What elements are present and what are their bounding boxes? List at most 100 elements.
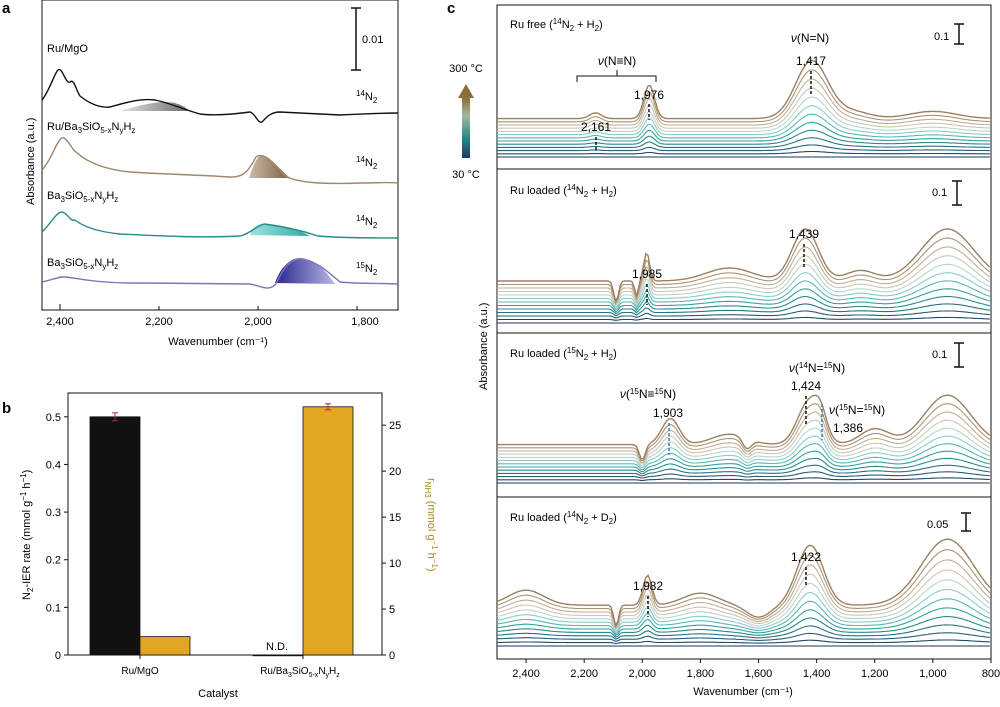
c-x-tick-label-1: 2,200 <box>570 668 598 680</box>
spectrum-0-4 <box>497 129 990 145</box>
peak-1422: 1,422 <box>791 550 821 564</box>
panel-a-ylabel: Absorbance (a.u.) <box>25 118 37 205</box>
c-x-tick-label-2: 2,000 <box>629 668 657 680</box>
subpanel-3-scale: 0.1 <box>932 342 964 368</box>
svg-text:0.1: 0.1 <box>934 31 949 43</box>
assign-nn-double: ν(N=N) <box>791 31 829 45</box>
temperature-gradient <box>462 98 470 158</box>
peak-1982: 1,982 <box>633 579 663 593</box>
category-0: Ru/MgO <box>121 666 158 677</box>
spectrum-0-7 <box>497 105 990 136</box>
spectrum-3-11 <box>496 549 991 629</box>
c-x-tick-label-8: 800 <box>982 668 1000 680</box>
panel-b-left-axis: 0 0.1 0.2 0.3 0.4 0.5 <box>46 412 68 662</box>
spectrum-2-7 <box>497 435 991 469</box>
gas-label-ru-mgo: 14N2 <box>356 89 378 105</box>
panel-b: b 0 0.1 0.2 0.3 0.4 0.5 0 5 10 15 20 25 N.D. Ru/Mg… <box>2 392 439 700</box>
b-left-tick-label-3: 0.3 <box>46 507 61 519</box>
spectrum-0-10 <box>497 78 990 126</box>
peak-1417: 1,417 <box>796 54 826 68</box>
nd-annotation: N.D. <box>266 641 288 653</box>
trace-label-bso-14: Ba3SiO5-xNyHz <box>47 190 118 204</box>
spectrum-1-10 <box>497 246 991 306</box>
assign-nn-triple: ν(N≡N) <box>598 54 636 68</box>
subpanel-1-title: Ru free (14N2 + H2) <box>510 17 603 33</box>
b-left-tick-label-5: 0.5 <box>46 412 61 424</box>
assign-14n-15n: ν(14N=15N) <box>789 361 845 375</box>
spectrum-2-8 <box>497 427 991 467</box>
spectrum-2-3 <box>497 464 990 477</box>
ru-mgo-peak-fill <box>120 102 190 111</box>
spectrum-3-9 <box>496 569 991 631</box>
subpanel-4-annotations: 1,982 1,422 <box>633 550 821 617</box>
spectrum-2-4 <box>497 457 990 475</box>
temperature-high: 300 °C <box>449 63 483 75</box>
c-x-tick-label-6: 1,200 <box>861 668 889 680</box>
gas-label-bso-14: 14N2 <box>356 214 378 230</box>
panel-c-xaxis: 2,400 2,200 2,000 1,800 1,600 1,400 1,200 1,000… <box>512 659 1000 680</box>
spectrum-1-5 <box>497 288 990 313</box>
spectrum-3-1 <box>496 639 990 644</box>
spectrum-3-4 <box>496 616 990 638</box>
panel-c-letter: c <box>447 0 455 17</box>
panel-a-xlabel: Wavenumber (cm⁻¹) <box>168 336 268 348</box>
spectrum-0-6 <box>497 113 990 139</box>
bso-14n2-peak-fill <box>250 223 310 236</box>
subpanel-3-title: Ru loaded (15N2 + H2) <box>510 346 617 362</box>
subpanel-1-scale: 0.1 <box>934 23 964 45</box>
b-left-tick-label-2: 0.2 <box>46 555 61 567</box>
peak-1976: 1,976 <box>634 88 664 102</box>
spectrum-3-3 <box>496 624 990 640</box>
spectrum-0-5 <box>497 121 990 142</box>
spectrum-3-2 <box>496 632 990 642</box>
panel-a-xaxis: 2,400 2,200 2,000 1,800 <box>46 304 379 328</box>
panel-c-xlabel: Wavenumber (cm⁻¹) <box>693 686 793 698</box>
x-tick-a-1: 2,200 <box>145 316 173 328</box>
spectrum-0-9 <box>497 87 990 129</box>
svg-text:0.05: 0.05 <box>927 519 948 531</box>
panel-b-letter: b <box>2 400 11 417</box>
temperature-low: 30 °C <box>452 169 480 181</box>
trace-bso-15n2 <box>41 258 399 289</box>
assign-15n-15n-double: ν(15N=15N) <box>829 403 885 417</box>
subpanel-3-annotations: ν(15N≡15N) 1,903 ν(14N=15N) 1,424 ν(15N=… <box>620 361 885 455</box>
bar-0-1 <box>139 636 191 656</box>
spectrum-3-7 <box>496 588 991 634</box>
panel-b-xlabel: Catalyst <box>198 688 238 700</box>
panel-c: c 300 °C 30 °C Absorbance (a.u.) Ru free… <box>447 0 1000 698</box>
spectrum-2-10 <box>497 411 991 463</box>
spectrum-1-8 <box>497 263 991 308</box>
panel-a-letter: a <box>2 0 11 17</box>
b-right-tick-label-4: 20 <box>389 466 401 478</box>
panel-b-categories: Ru/MgO Ru/Ba3SiO5-xNyHz <box>121 655 340 679</box>
spectrum-1-3 <box>497 303 990 317</box>
trace-label-ru-bso: Ru/Ba3SiO5-xNyHz <box>47 121 135 135</box>
spectrum-1-11 <box>497 237 991 304</box>
spectrum-2-5 <box>497 450 990 473</box>
spectrum-0-12 <box>497 59 990 120</box>
trace-label-bso-15: Ba3SiO5-xNyHz <box>47 257 118 271</box>
panel-c-spectra <box>496 59 991 647</box>
trace-ru-mgo <box>41 68 399 123</box>
panel-a: a 0.01 Absorbance (a.u.) Ru/MgO Ru/Ba3Si… <box>2 0 399 348</box>
subpanel-4-title: Ru loaded (14N2 + D2) <box>510 510 617 526</box>
b-right-tick-label-1: 5 <box>389 604 395 616</box>
spectrum-2-12 <box>497 394 991 460</box>
subpanel-2-title: Ru loaded (14N2 + H2) <box>510 183 617 199</box>
spectrum-1-6 <box>497 280 990 312</box>
spectrum-1-2 <box>497 310 990 319</box>
spectrum-3-5 <box>496 607 990 637</box>
spectrum-0-2 <box>497 144 990 152</box>
c-x-tick-label-0: 2,400 <box>512 668 540 680</box>
spectrum-1-9 <box>497 255 991 307</box>
subpanel-2-scale: 0.1 <box>932 180 962 206</box>
spectrum-3-6 <box>496 598 991 635</box>
bar-1-0 <box>252 654 304 657</box>
panel-b-ylabel: N2-IER rate (mmol g−1 h−1) <box>19 470 35 600</box>
c-x-tick-label-5: 1,400 <box>803 668 831 680</box>
b-left-tick-label-0: 0 <box>55 650 61 662</box>
scale-bar-a-label: 0.01 <box>362 34 383 46</box>
spectrum-1-12 <box>497 228 991 304</box>
x-tick-a-2: 2,000 <box>244 316 272 328</box>
c-x-tick-label-4: 1,600 <box>745 668 773 680</box>
